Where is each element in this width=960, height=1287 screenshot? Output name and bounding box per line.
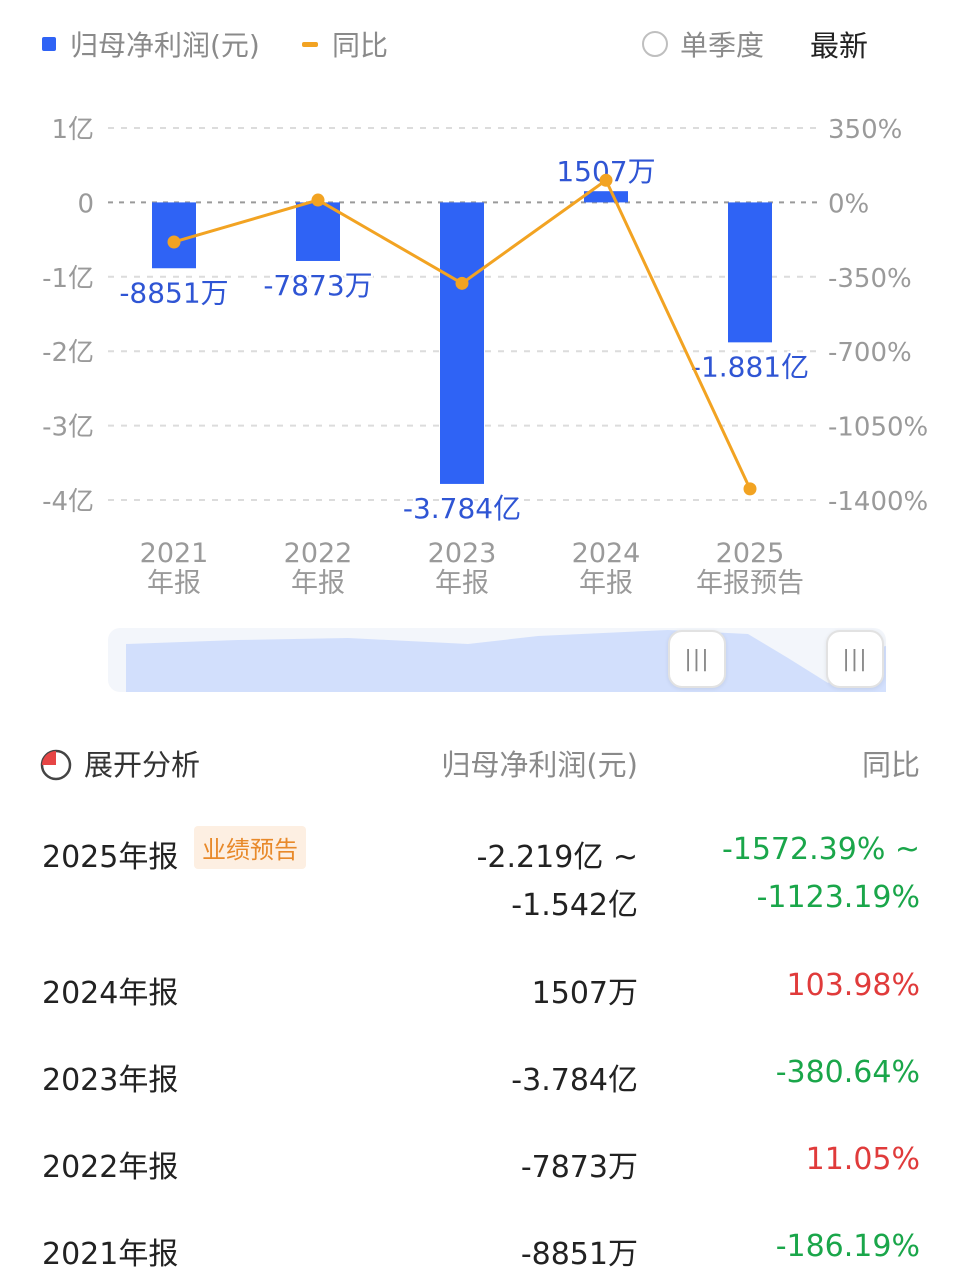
row-period: 2024年报 <box>42 976 179 1011</box>
yoy-point <box>599 173 613 187</box>
bar-data-label: -8851万 <box>119 276 228 309</box>
yoy-point <box>311 193 325 207</box>
row-yoy-line1: -1572.39% ~ <box>721 832 920 867</box>
row-yoy-line2: -1123.19% <box>756 880 920 915</box>
legend-net-profit[interactable]: 归母净利润(元) <box>42 22 260 66</box>
latest-label: 最新 <box>810 29 869 63</box>
legend-yoy[interactable]: 同比 <box>302 22 388 66</box>
y-right-tick-label: -1400% <box>828 487 928 517</box>
bar <box>440 202 484 484</box>
row-yoy: -186.19% <box>775 1229 920 1264</box>
bar-data-label: -3.784亿 <box>403 492 521 525</box>
table-header: 展开分析 归母净利润(元) 同比 <box>0 740 960 790</box>
x-tick-label: 2025 年报预告 <box>696 538 804 599</box>
row-period: 2023年报 <box>42 1063 179 1098</box>
yoy-point <box>167 235 181 249</box>
pie-chart-icon[interactable] <box>40 749 72 781</box>
yoy-point <box>743 482 757 496</box>
row-yoy: -380.64% <box>775 1055 920 1090</box>
grip-icon: ||| <box>842 646 868 672</box>
y-right-tick-label: -700% <box>828 338 912 368</box>
y-right-tick-label: 0% <box>828 189 869 219</box>
bar <box>152 202 196 269</box>
slider-preview <box>108 628 886 692</box>
single-quarter-label: 单季度 <box>680 29 765 62</box>
legend-row: 归母净利润(元) 同比 单季度 最新 <box>0 22 960 72</box>
row-yoy: 103.98% <box>786 968 920 1003</box>
y-right-tick-label: 350% <box>828 115 902 145</box>
range-slider[interactable]: ||| ||| <box>108 628 886 692</box>
dash-icon <box>302 41 318 47</box>
latest-button[interactable]: 最新 <box>810 22 868 66</box>
row-value: -3.784亿 <box>511 1063 638 1098</box>
y-right-tick-label: -1050% <box>828 413 928 443</box>
square-icon <box>42 37 56 51</box>
slider-handle-left[interactable]: ||| <box>668 630 726 688</box>
row-value: -8851万 <box>520 1237 638 1272</box>
row-value: -7873万 <box>520 1150 638 1185</box>
row-value-line2: -1.542亿 <box>511 888 638 923</box>
bar-data-label: -7873万 <box>263 269 372 302</box>
x-tick-label: 2024 年报 <box>572 538 641 599</box>
column-header-yoy: 同比 <box>861 748 920 782</box>
y-left-tick-label: 1亿 <box>51 115 94 145</box>
legend-yoy-label: 同比 <box>332 29 389 62</box>
expand-analysis-link[interactable]: 展开分析 <box>84 748 201 782</box>
y-right-tick-label: -350% <box>828 264 912 294</box>
column-header-value: 归母净利润(元) <box>441 748 638 782</box>
y-left-tick-label: -2亿 <box>42 338 94 368</box>
row-value-line1: -2.219亿 ~ <box>476 840 638 875</box>
radio-icon[interactable] <box>642 31 668 57</box>
row-period: 2022年报 <box>42 1150 179 1185</box>
y-left-tick-label: 0 <box>77 189 94 219</box>
row-period: 2021年报 <box>42 1237 179 1272</box>
y-left-tick-label: -3亿 <box>42 413 94 443</box>
x-tick-label: 2021 年报 <box>140 538 209 599</box>
grip-icon: ||| <box>684 646 710 672</box>
single-quarter-toggle[interactable]: 单季度 <box>642 22 764 66</box>
row-value: 1507万 <box>531 976 638 1011</box>
bar <box>584 191 628 203</box>
row-yoy: 11.05% <box>805 1142 920 1177</box>
yoy-point <box>455 276 469 290</box>
bar <box>296 202 340 261</box>
bar-data-label: -1.881亿 <box>691 350 809 383</box>
y-left-tick-label: -4亿 <box>42 487 94 517</box>
legend-net-profit-label: 归母净利润(元) <box>70 29 260 62</box>
bar <box>728 202 772 343</box>
y-left-tick-label: -1亿 <box>42 264 94 294</box>
x-tick-label: 2022 年报 <box>284 538 353 599</box>
row-period: 2025年报 <box>42 840 179 875</box>
profit-chart: 1亿 350% 0 0% -1亿 -350% -2亿 -700% -3亿 -1050% -4亿 -14… <box>42 115 928 599</box>
slider-handle-right[interactable]: ||| <box>826 630 884 688</box>
x-tick-label: 2023 年报 <box>428 538 497 599</box>
forecast-tag: 业绩预告 <box>194 826 306 869</box>
